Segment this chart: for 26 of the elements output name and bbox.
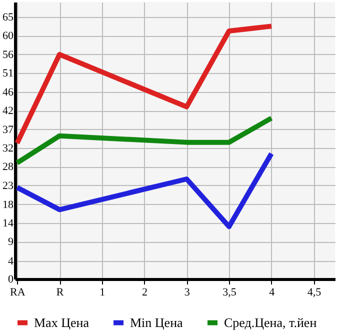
x-tick-label: RA <box>10 286 26 298</box>
y-tick-label: 14 <box>2 217 14 230</box>
y-tick-label: 4 <box>8 255 14 268</box>
y-tick-label: 9 <box>8 236 14 248</box>
x-tick-label: 3 <box>184 286 190 298</box>
y-tick-label: 18 <box>2 198 14 211</box>
y-tick-label: 37 <box>2 124 14 136</box>
x-tick-label: 4 <box>269 286 276 298</box>
y-tick-label: 51 <box>2 68 14 80</box>
x-tick-label: 3,5 <box>222 286 237 298</box>
x-tick-label: 2 <box>142 286 148 298</box>
x-tick-label: 1 <box>100 286 106 298</box>
x-tick-label: R <box>56 286 64 298</box>
y-tick-label: 60 <box>2 30 14 42</box>
y-tick-label: 46 <box>2 86 14 98</box>
y-tick-label: 0 <box>8 274 14 286</box>
legend-label: Сред.Цена, т.йен <box>224 314 317 330</box>
legend-label: Max Цена <box>34 314 90 330</box>
y-tick-label: 23 <box>2 180 14 192</box>
y-tick-label: 65 <box>2 11 14 24</box>
y-tick-label: 56 <box>2 48 14 61</box>
x-tick-label: 4,5 <box>307 286 322 298</box>
y-tick-label: 42 <box>2 105 14 117</box>
y-tick-label: 32 <box>2 142 14 154</box>
legend-label: Min Цена <box>130 314 184 330</box>
y-tick-label: 28 <box>2 161 14 174</box>
